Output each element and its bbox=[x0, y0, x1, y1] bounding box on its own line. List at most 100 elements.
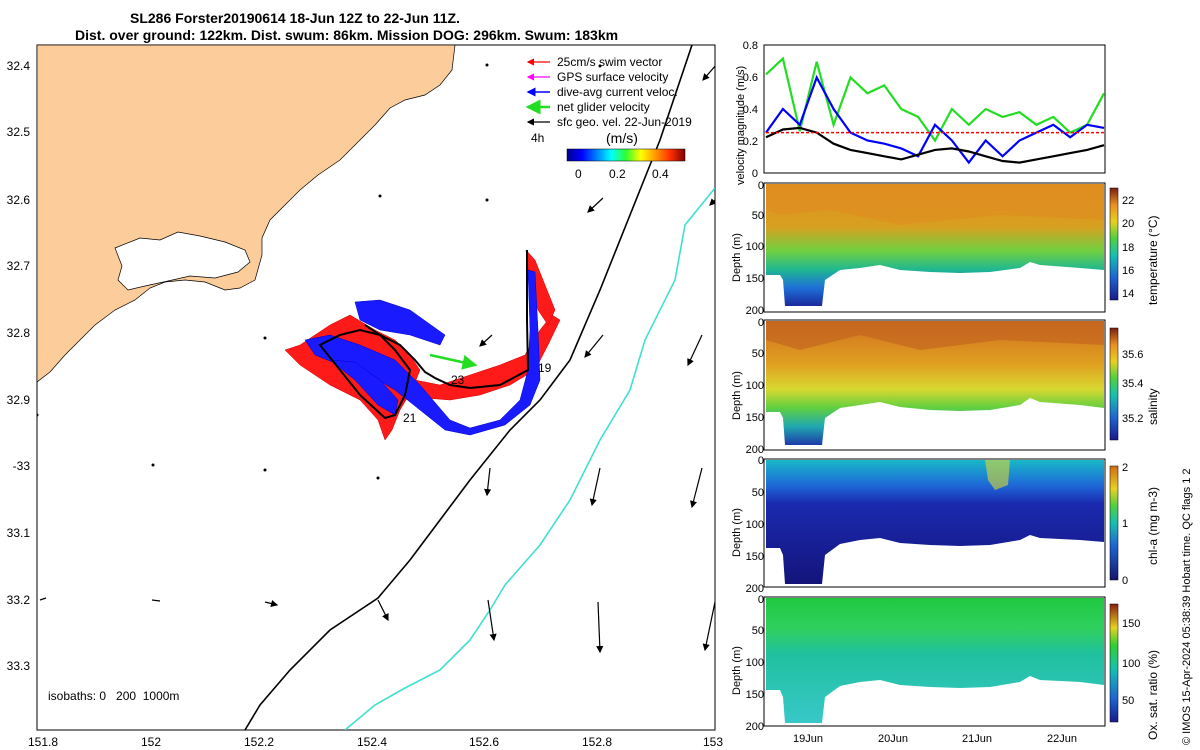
colorbar-tick: 0 bbox=[575, 167, 582, 181]
temp-y-tick: 50 bbox=[752, 210, 764, 222]
isobath-1000m bbox=[344, 187, 715, 730]
chl-cbar-ticks: 0 1 2 bbox=[1122, 462, 1128, 587]
map-x-ticks: 151.8 152 152.2 152.4 152.6 152.8 153 bbox=[28, 735, 723, 749]
velocity-magnitude-chart: 0 0.2 0.4 0.6 0.8 velocity magnitude (m/… bbox=[735, 40, 1106, 185]
salinity-section: 0 50 100 150 200 Depth (m) 35.2 35.4 35.… bbox=[731, 317, 1160, 456]
temp-y-ticks: 0 50 100 150 200 bbox=[746, 180, 764, 317]
sfc-arrow bbox=[702, 65, 715, 81]
sfc-arrow bbox=[487, 599, 497, 642]
ox-y-ticks: 0 50 100 150 200 bbox=[746, 594, 764, 733]
map-x-tick: 152 bbox=[141, 735, 161, 749]
map-x-tick: 152.4 bbox=[357, 735, 387, 749]
title-line-2: Dist. over ground: 122km. Dist. swum: 86… bbox=[75, 27, 619, 43]
sfc-arrow bbox=[589, 467, 601, 507]
sfc-arrow bbox=[709, 198, 715, 206]
sal-fill bbox=[766, 321, 1104, 445]
map-x-tick: 152.8 bbox=[582, 735, 612, 749]
sfc-arrow bbox=[584, 334, 604, 358]
vel-y-tick: 0.8 bbox=[743, 40, 758, 52]
time-axis: 19Jun 20Jun 21Jun 22Jun bbox=[793, 733, 1077, 745]
map-y-tick: 32.8 bbox=[7, 326, 31, 340]
sal-y-tick: 150 bbox=[746, 412, 764, 424]
sfc-arrow bbox=[484, 467, 492, 497]
sfc-velocity-dots bbox=[37, 63, 602, 480]
map-y-ticks: 32.4 32.5 32.6 32.7 32.8 32.9 -33 33.1 3… bbox=[7, 59, 31, 673]
chlorophyll-section: 0 50 100 150 200 Depth (m) 0 1 2 chl-a (… bbox=[731, 455, 1160, 595]
map-y-tick: 33.2 bbox=[7, 593, 31, 607]
vel-y-tick: 0.6 bbox=[743, 72, 758, 84]
sal-cbar-ticks: 35.2 35.4 35.6 bbox=[1122, 349, 1143, 425]
velocity-y-label: velocity magnitude (m/s) bbox=[735, 66, 747, 185]
time-tick: 22Jun bbox=[1047, 733, 1077, 745]
ox-fill bbox=[766, 598, 1104, 723]
temp-y-tick: 100 bbox=[746, 241, 764, 253]
sal-cbar-tick: 35.4 bbox=[1122, 378, 1143, 390]
sal-cbar-tick: 35.2 bbox=[1122, 413, 1143, 425]
temp-y-tick: 0 bbox=[758, 180, 764, 192]
net-velocity-arrow bbox=[429, 353, 478, 370]
ox-cbar-ticks: 50 100 150 bbox=[1122, 618, 1140, 707]
temp-cbar-tick: 16 bbox=[1122, 265, 1134, 277]
chl-y-tick: 100 bbox=[746, 519, 764, 531]
sal-y-tick: 0 bbox=[758, 317, 764, 329]
sal-colorbar bbox=[1109, 327, 1119, 441]
legend-current-label: dive-avg current veloc. bbox=[557, 85, 678, 99]
velocity-lines bbox=[765, 56, 1105, 165]
ox-y-tick: 150 bbox=[746, 689, 764, 701]
map-y-tick: 32.6 bbox=[7, 193, 31, 207]
sfc-arrow bbox=[39, 597, 47, 601]
ox-colorbar bbox=[1109, 603, 1119, 723]
temp-surface-warm bbox=[766, 184, 1104, 225]
colorbar-unit: (m/s) bbox=[606, 130, 638, 146]
sfc-arrow bbox=[151, 599, 161, 602]
sfc-arrow bbox=[690, 467, 703, 509]
ox-cbar-tick: 50 bbox=[1122, 695, 1134, 707]
chl-bloom bbox=[985, 460, 1010, 490]
chl-y-label: Depth (m) bbox=[731, 508, 743, 557]
sfc-arrow bbox=[479, 334, 493, 347]
temp-cbar-tick: 20 bbox=[1122, 218, 1134, 230]
map-x-tick: 152.6 bbox=[469, 735, 499, 749]
current-vector-ribbon bbox=[304, 269, 541, 436]
velocity-plot-frame bbox=[763, 44, 1106, 174]
sfc-arrow bbox=[587, 197, 604, 213]
colorbar-tick: 0.4 bbox=[652, 167, 669, 181]
vel-y-tick: 0 bbox=[752, 168, 758, 180]
map-x-tick: 153 bbox=[703, 735, 723, 749]
isobath-200m bbox=[244, 45, 693, 730]
map-y-tick: -33 bbox=[13, 459, 31, 473]
speed-colorbar bbox=[566, 148, 686, 162]
chl-cbar-tick: 1 bbox=[1122, 518, 1128, 530]
ox-y-tick: 100 bbox=[746, 657, 764, 669]
temp-colorbar bbox=[1109, 187, 1119, 301]
map-y-tick: 33.3 bbox=[7, 659, 31, 673]
colorbar-tick: 0.2 bbox=[609, 167, 626, 181]
ox-cbar-label: Ox. sat. ratio (%) bbox=[1146, 650, 1160, 740]
sal-y-ticks: 0 50 100 150 200 bbox=[746, 317, 764, 456]
sfc-arrow bbox=[377, 599, 389, 622]
sal-y-tick: 100 bbox=[746, 380, 764, 392]
sfc-arrow bbox=[264, 600, 279, 608]
sal-cbar-tick: 35.6 bbox=[1122, 349, 1143, 361]
chl-fill bbox=[766, 460, 1104, 584]
map-y-tick: 32.9 bbox=[7, 393, 31, 407]
sal-y-tick: 200 bbox=[746, 444, 764, 456]
ox-y-label: Depth (m) bbox=[731, 646, 743, 695]
chl-colorbar bbox=[1109, 465, 1119, 581]
map-y-tick: 32.7 bbox=[7, 259, 31, 273]
chl-y-ticks: 0 50 100 150 200 bbox=[746, 455, 764, 595]
sal-y-tick: 50 bbox=[752, 348, 764, 360]
temp-cbar-tick: 22 bbox=[1122, 195, 1134, 207]
series-line-sfc-geo-vel- bbox=[765, 126, 1105, 164]
ox-cbar-tick: 150 bbox=[1122, 618, 1140, 630]
sfc-arrow bbox=[702, 601, 715, 652]
ox-y-tick: 0 bbox=[758, 594, 764, 606]
sfc-velocity-arrows bbox=[39, 65, 715, 654]
sal-y-label: Depth (m) bbox=[731, 371, 743, 420]
title-line-1: SL286 Forster20190614 18-Jun 12Z to 22-J… bbox=[130, 10, 460, 26]
time-tick: 19Jun bbox=[793, 733, 823, 745]
temp-y-label: Depth (m) bbox=[731, 233, 743, 282]
temp-cbar-label: temperature (°C) bbox=[1146, 216, 1160, 306]
